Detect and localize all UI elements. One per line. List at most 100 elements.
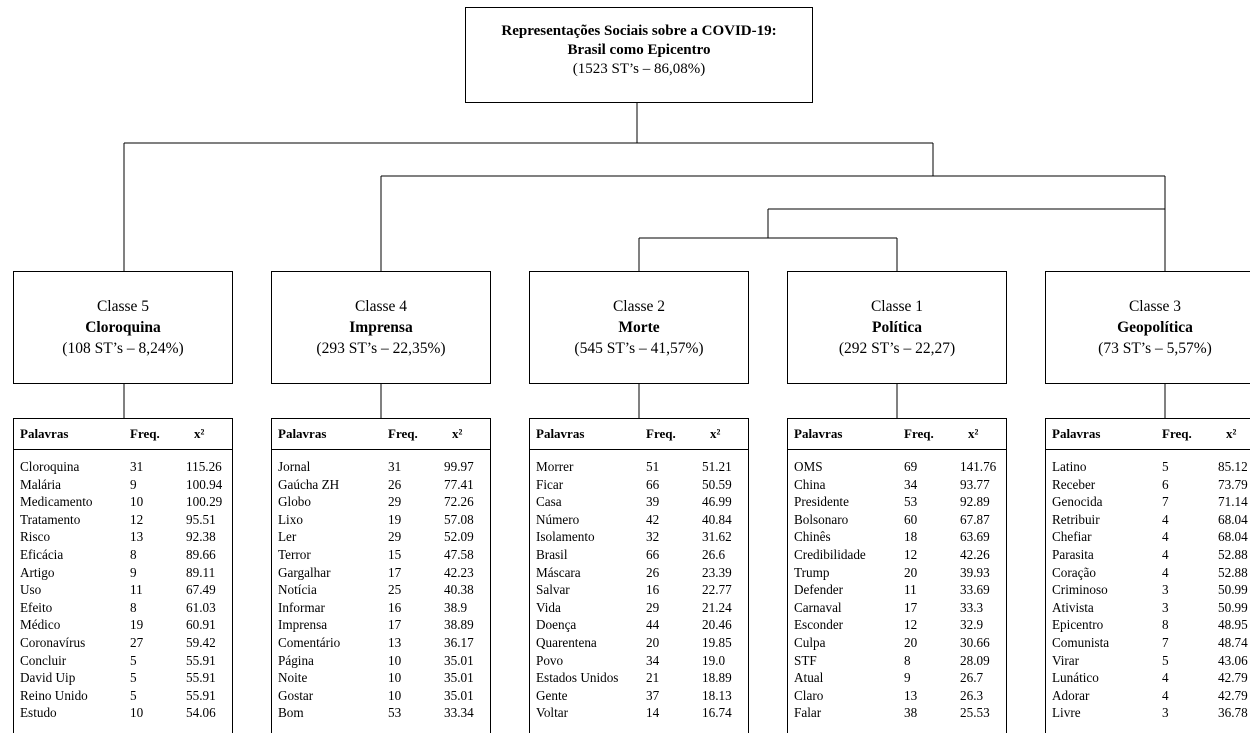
table-row: Criminoso 3 50.99 — [1046, 581, 1250, 599]
cell-freq: 7 — [1162, 634, 1169, 650]
cell-chi2: 42.79 — [1218, 687, 1248, 703]
table-row: David Uip 5 55.91 — [14, 669, 232, 687]
cell-freq: 5 — [1162, 652, 1169, 668]
root-count: (1523 ST’s – 86,08%) — [572, 61, 706, 77]
table-row: Cloroquina 31 115.26 — [14, 458, 232, 476]
table-body: Morrer 51 51.21 Ficar 66 50.59 Casa 39 46.99 Núme… — [530, 450, 748, 722]
table-row: OMS 69 141.76 — [788, 458, 1006, 476]
cell-word: Falar — [794, 705, 822, 721]
class-label: Classe 4 — [354, 298, 408, 315]
cell-freq: 4 — [1162, 564, 1169, 580]
cell-chi2: 85.12 — [1218, 459, 1248, 474]
cell-word: Terror — [278, 546, 311, 562]
cell-word: Concluir — [20, 652, 67, 668]
table-row: Quarentena 20 19.85 — [530, 634, 748, 652]
cell-chi2: 48.74 — [1218, 634, 1248, 650]
cell-chi2: 32.9 — [960, 617, 984, 633]
cell-chi2: 42.23 — [444, 564, 474, 580]
cell-word: Artigo — [20, 564, 55, 580]
cell-freq: 6 — [1162, 476, 1169, 492]
class-count: (73 ST’s – 5,57%) — [1098, 340, 1212, 357]
cell-chi2: 50.99 — [1218, 582, 1248, 598]
class-name: Política — [872, 319, 922, 336]
table-row: China 34 93.77 — [788, 476, 1006, 494]
table-row: Carnaval 17 33.3 — [788, 599, 1006, 617]
cell-chi2: 23.39 — [702, 564, 732, 580]
cell-word: Número — [536, 511, 580, 527]
cell-chi2: 89.11 — [186, 564, 216, 580]
cell-word: Coração — [1052, 564, 1096, 580]
cell-chi2: 40.38 — [444, 582, 474, 598]
cell-word: China — [794, 476, 826, 492]
cell-freq: 17 — [388, 617, 402, 633]
cell-freq: 31 — [130, 459, 144, 474]
header-chi2: x² — [1226, 426, 1237, 441]
table-row: Voltar 14 16.74 — [530, 704, 748, 722]
cell-chi2: 30.66 — [960, 634, 990, 650]
header-freq: Freq. — [130, 426, 160, 441]
table-header: Palavras Freq. x² — [530, 419, 748, 450]
header-words: Palavras — [794, 426, 843, 441]
cell-freq: 17 — [388, 564, 402, 580]
class-name: Geopolítica — [1117, 319, 1193, 336]
class-count: (293 ST’s – 22,35%) — [316, 340, 446, 357]
table-row: Médico 19 60.91 — [14, 616, 232, 634]
cell-word: Presidente — [794, 494, 849, 510]
cell-word: Chinês — [794, 529, 831, 545]
class-node: Classe 4 Imprensa (293 ST’s – 22,35%) — [271, 271, 491, 384]
word-table: Palavras Freq. x² Cloroquina 31 115.26 Malária… — [13, 418, 233, 733]
class-count: (108 ST’s – 8,24%) — [62, 340, 184, 357]
cell-word: Isolamento — [536, 529, 595, 545]
cell-word: Virar — [1052, 652, 1080, 668]
cell-word: Informar — [278, 599, 325, 615]
cell-chi2: 55.91 — [186, 670, 216, 686]
cell-word: Coronavírus — [20, 634, 86, 650]
cell-chi2: 60.91 — [186, 617, 216, 633]
cell-chi2: 95.51 — [186, 511, 216, 527]
class-label: Classe 3 — [1128, 298, 1182, 315]
cell-freq: 51 — [646, 459, 660, 474]
cell-chi2: 38.9 — [444, 599, 468, 615]
table-row: Lunático 4 42.79 — [1046, 669, 1250, 687]
cell-freq: 7 — [1162, 494, 1169, 510]
table-row: Efeito 8 61.03 — [14, 599, 232, 617]
cell-chi2: 48.95 — [1218, 617, 1248, 633]
word-table: Palavras Freq. x² OMS 69 141.76 China 34 93.77 Pr… — [787, 418, 1007, 733]
cell-chi2: 68.04 — [1218, 529, 1248, 545]
table-header: Palavras Freq. x² — [14, 419, 232, 450]
cell-chi2: 42.26 — [960, 546, 990, 562]
header-chi2: x² — [194, 426, 205, 441]
cell-word: Quarentena — [536, 634, 597, 650]
cell-word: Comunista — [1052, 634, 1110, 650]
table-header: Palavras Freq. x² — [788, 419, 1006, 450]
table-row: Ler 29 52.09 — [272, 528, 490, 546]
header-chi2: x² — [968, 426, 979, 441]
table-row: Eficácia 8 89.66 — [14, 546, 232, 564]
table-row: Ficar 66 50.59 — [530, 476, 748, 494]
cell-chi2: 16.74 — [702, 705, 732, 721]
cell-freq: 16 — [388, 599, 402, 615]
cell-word: Máscara — [536, 564, 581, 580]
class-name: Morte — [618, 319, 660, 336]
cell-chi2: 71.14 — [1218, 494, 1248, 510]
table-row: Gaúcha ZH 26 77.41 — [272, 476, 490, 494]
cell-word: Gente — [536, 687, 568, 703]
cell-freq: 15 — [388, 546, 402, 562]
cell-word: Criminoso — [1052, 582, 1108, 598]
class-count: (292 ST’s – 22,27) — [838, 340, 956, 357]
cell-word: Notícia — [278, 582, 317, 598]
header-freq: Freq. — [388, 426, 418, 441]
table-row: Gargalhar 17 42.23 — [272, 564, 490, 582]
cell-freq: 19 — [388, 511, 402, 527]
cell-word: Epicentro — [1052, 617, 1104, 633]
cell-chi2: 35.01 — [444, 670, 474, 686]
class-count: (545 ST’s – 41,57%) — [574, 340, 704, 357]
cell-freq: 13 — [904, 687, 918, 703]
table-body: Cloroquina 31 115.26 Malária 9 100.94 Medicame… — [14, 450, 232, 722]
cell-freq: 3 — [1162, 599, 1169, 615]
cell-freq: 20 — [904, 564, 918, 580]
cell-chi2: 33.3 — [960, 599, 984, 615]
cell-freq: 66 — [646, 546, 660, 562]
table-row: Vida 29 21.24 — [530, 599, 748, 617]
